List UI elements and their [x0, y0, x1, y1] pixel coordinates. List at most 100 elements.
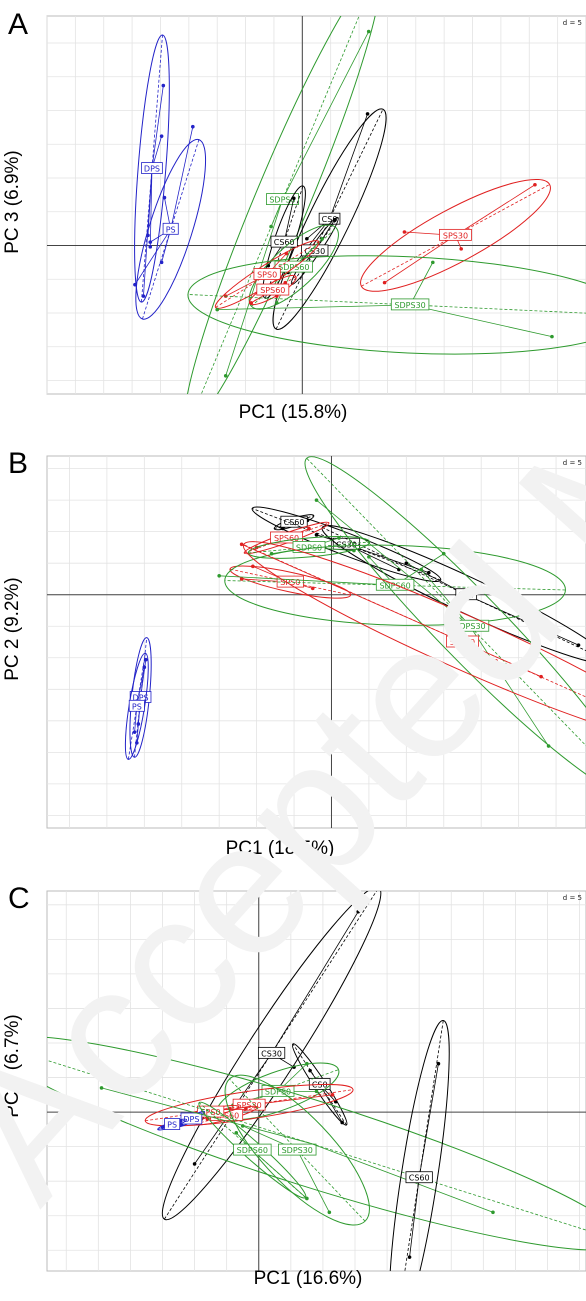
data-point	[244, 1106, 248, 1111]
group-axis	[127, 653, 146, 760]
group-spoke	[462, 641, 542, 678]
group-label: SPS60	[214, 1112, 239, 1121]
data-point	[305, 236, 309, 241]
group-sdps_long	[47, 1035, 586, 1251]
data-point	[332, 218, 337, 222]
x-axis-title: PC1 (15.8%)	[238, 402, 348, 423]
group-ellipse	[388, 1019, 450, 1271]
data-point	[382, 280, 387, 285]
group-axis	[142, 139, 200, 320]
data-point	[365, 112, 370, 116]
group-label-box	[276, 575, 304, 588]
group-ps: PS	[124, 652, 149, 760]
group-spoke	[219, 575, 396, 586]
group-label-box	[390, 298, 430, 311]
data-point	[283, 280, 288, 285]
group-axis	[404, 1020, 444, 1271]
group-label-box	[232, 1098, 266, 1111]
data-point	[337, 536, 341, 540]
data-point	[431, 260, 435, 265]
data-point	[307, 526, 311, 531]
group-spoke	[309, 1142, 494, 1213]
data-point	[148, 245, 153, 249]
groups-layer: CS30CS0SDPS0SPS30SPS60SPS0DPSPSSDPS60SDP…	[47, 891, 586, 1271]
group-label-box	[280, 515, 308, 528]
plot-frame	[46, 15, 586, 395]
data-point	[367, 555, 371, 559]
panel-label: C	[8, 882, 30, 915]
group-label-box	[162, 222, 179, 235]
group-label-box	[261, 1084, 295, 1097]
group-label: SPS60	[274, 534, 299, 543]
group-spoke	[134, 229, 172, 285]
panel-b: B d = 5CS60CS30CS0SPS60SDPS0SPS0SDPS60SD…	[2, 447, 586, 859]
data-point	[223, 373, 228, 378]
groups-layer: CS60CS30CS0SPS60SDPS0SPS0SDPS60SDPS30SPS…	[124, 456, 586, 797]
group-axis	[306, 457, 586, 747]
data-point	[366, 29, 371, 34]
group-axis	[292, 1043, 347, 1126]
data-point	[305, 1196, 309, 1201]
group-spoke	[469, 626, 549, 747]
group-label-box	[270, 531, 303, 544]
data-point	[402, 230, 407, 234]
data-point	[217, 573, 221, 578]
data-point	[459, 247, 463, 251]
group-axis	[200, 16, 360, 394]
group-spoke	[149, 168, 153, 247]
group-label: SDPS30	[394, 301, 425, 310]
data-point	[314, 533, 319, 537]
group-cs0: CS0	[272, 108, 387, 330]
group-label: SDPS0	[269, 196, 295, 205]
group-label: SDPS0	[265, 1087, 291, 1096]
group-spoke	[136, 667, 145, 707]
data-point	[310, 586, 315, 591]
group-spoke	[271, 911, 359, 1054]
data-point	[148, 240, 153, 244]
group-label: CS0	[322, 215, 338, 224]
panel-label: A	[8, 8, 29, 41]
group-ps: PS	[133, 124, 207, 320]
group-spoke	[329, 113, 368, 220]
group-label: CS30	[304, 247, 325, 256]
group-ellipse	[304, 456, 586, 797]
group-label-box	[257, 1046, 286, 1059]
data-point	[142, 665, 147, 670]
data-point	[550, 334, 554, 339]
group-ellipse	[229, 565, 352, 599]
group-ellipse	[224, 544, 566, 626]
data-point	[239, 577, 244, 581]
data-point	[161, 83, 166, 88]
group-label: CS30	[261, 1049, 282, 1058]
scale-label: d = 5	[563, 19, 582, 27]
group-spoke	[101, 1087, 311, 1144]
group-spoke	[170, 126, 194, 230]
data-point	[308, 1068, 312, 1073]
group-label: DPS	[183, 1115, 199, 1124]
data-point	[340, 1120, 344, 1125]
group-sps30: SPS30	[239, 541, 586, 743]
data-point	[352, 548, 356, 553]
group-label: SDPS30	[282, 1146, 313, 1155]
data-point	[159, 260, 164, 265]
group-spoke	[282, 31, 370, 200]
group-label: CS60	[284, 518, 305, 527]
group-label: SPS0	[257, 271, 277, 280]
data-point	[160, 1125, 165, 1130]
group-label-box	[332, 537, 361, 550]
group-label: PS	[132, 702, 142, 711]
group-ellipse	[242, 541, 586, 743]
group-spoke	[409, 262, 434, 306]
group-spoke	[296, 1149, 330, 1213]
group-spoke	[225, 199, 283, 376]
group-label-box	[405, 1171, 433, 1184]
data-point	[419, 567, 424, 572]
pca-plot-c: d = 5CS30CS0SDPS0SPS30SPS60SPS0DPSPSSDPS…	[46, 890, 586, 1272]
group-sps30: SPS30	[360, 178, 551, 292]
data-point	[99, 1086, 104, 1090]
data-point	[546, 744, 551, 748]
group-spoke	[455, 184, 536, 236]
group-label: PS	[166, 225, 176, 234]
group-label-box	[308, 1078, 331, 1090]
group-label-box	[164, 1118, 181, 1130]
